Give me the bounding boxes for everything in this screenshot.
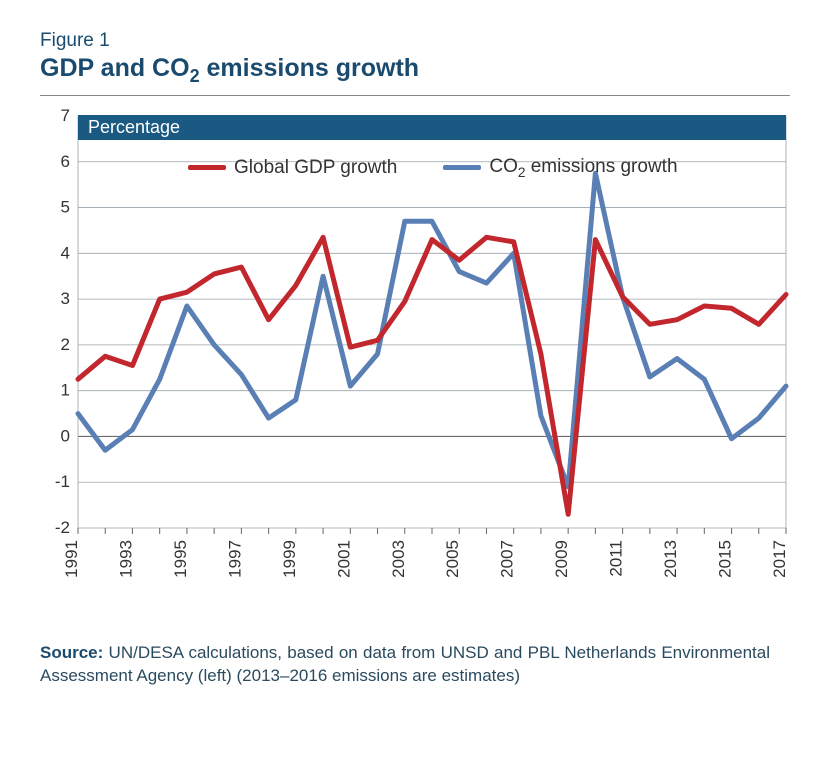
x-tick-label: 1991: [62, 540, 81, 578]
legend-label-gdp: Global GDP growth: [234, 157, 397, 179]
chart-legend: Global GDP growth CO2 emissions growth: [188, 156, 678, 180]
title-divider: [40, 95, 790, 96]
y-axis-banner: Percentage: [78, 115, 786, 140]
title-prefix: GDP and CO: [40, 54, 190, 82]
y-tick-label: 3: [61, 289, 70, 308]
x-tick-label: 2003: [389, 540, 408, 578]
x-tick-label: 2011: [607, 540, 626, 577]
x-tick-label: 1997: [225, 540, 244, 578]
y-tick-label: 5: [61, 198, 70, 217]
y-tick-label: -1: [55, 472, 70, 491]
chart-title: GDP and CO2 emissions growth: [40, 54, 790, 87]
x-tick-label: 2009: [552, 540, 571, 578]
x-tick-label: 2007: [498, 540, 517, 578]
source-note: Source: UN/DESA calculations, based on d…: [40, 642, 770, 688]
chart-container: Percentage Global GDP growth CO2 emissio…: [40, 108, 790, 628]
legend-co2-prefix: CO: [489, 156, 518, 177]
legend-swatch-co2: [443, 165, 481, 170]
x-tick-label: 2013: [661, 540, 680, 578]
y-tick-label: 0: [61, 426, 70, 445]
legend-item-gdp: Global GDP growth: [188, 156, 397, 180]
y-tick-label: 6: [61, 152, 70, 171]
series-co2: [78, 173, 786, 487]
title-suffix: emissions growth: [200, 54, 419, 82]
x-tick-label: 2017: [770, 540, 789, 578]
source-label: Source:: [40, 643, 103, 662]
y-tick-label: 7: [61, 108, 70, 125]
x-tick-label: 1999: [280, 540, 299, 578]
line-chart: -2 -1 0 1 2 3 4 5 6 7 1991 1993 1995 1997 1999 2001 2003…: [40, 108, 790, 628]
x-tick-label: 1995: [171, 540, 190, 578]
figure-label: Figure 1: [40, 30, 790, 52]
y-tick-label: 1: [61, 381, 70, 400]
legend-item-co2: CO2 emissions growth: [443, 156, 677, 180]
title-subscript: 2: [190, 66, 200, 86]
y-tick-label: 4: [61, 243, 70, 262]
y-tick-label: -2: [55, 518, 70, 537]
x-tick-label: 2005: [443, 540, 462, 578]
legend-swatch-gdp: [188, 165, 226, 170]
x-tick-label: 2015: [716, 540, 735, 578]
x-tick-label: 2001: [334, 540, 353, 578]
series-gdp: [78, 237, 786, 514]
y-tick-label: 2: [61, 335, 70, 354]
legend-co2-suffix: emissions growth: [525, 156, 677, 177]
legend-label-co2: CO2 emissions growth: [489, 156, 677, 180]
x-tick-label: 1993: [116, 540, 135, 578]
source-text: UN/DESA calculations, based on data from…: [40, 643, 770, 685]
